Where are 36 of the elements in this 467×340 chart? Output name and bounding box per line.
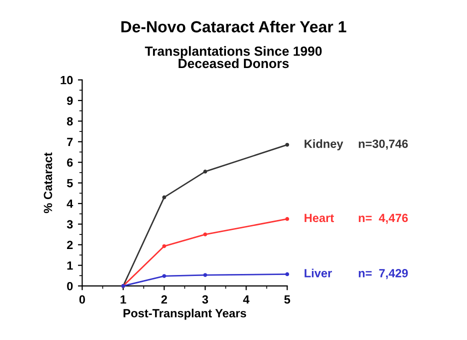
point (203, 273, 208, 277)
point (203, 170, 208, 174)
x-axis-title: Post-Transplant Years (124, 308, 246, 320)
point (285, 142, 290, 147)
text: n= 4,476 (358, 214, 408, 224)
y-tick-label: 6 (67, 158, 73, 167)
y-tick-label: 2 (67, 240, 73, 250)
y-tick-label: 0 (67, 282, 73, 290)
text: n= 7,429 (358, 269, 408, 280)
y-tick-label: 7 (67, 138, 73, 146)
x-tick-label: 2 (161, 295, 168, 304)
x-tick-label: 3 (202, 295, 208, 304)
y-tick-label: 10 (60, 76, 73, 84)
chart-subtitle: Transplantations Since 1990 Deceased Donors (144, 46, 322, 68)
y-tick-label: 5 (66, 179, 73, 188)
y-axis-title: % Cataract (44, 152, 52, 214)
y-tick-label: 4 (66, 200, 74, 208)
point (162, 274, 166, 278)
y-tick-label: 8 (66, 117, 73, 126)
point (162, 244, 166, 248)
series-label: Liver (304, 268, 332, 278)
point (203, 232, 208, 236)
y-tick-label: 1 (67, 261, 73, 270)
x-tick-label: 5 (284, 295, 290, 304)
text: n=30,746 (358, 140, 408, 150)
point (162, 195, 166, 200)
chart-title: De-Novo Cataract After Year 1 (121, 20, 346, 32)
point (285, 217, 290, 221)
x-tick-label: 1 (120, 295, 126, 304)
x-tick-label: 4 (243, 295, 250, 304)
series-label: Heart (304, 214, 334, 222)
x-tick-label: 0 (79, 295, 85, 304)
y-tick-label: 9 (67, 96, 73, 105)
point (285, 272, 290, 276)
series-label: Kidney (304, 139, 344, 150)
y-tick-label: 3 (66, 220, 73, 229)
